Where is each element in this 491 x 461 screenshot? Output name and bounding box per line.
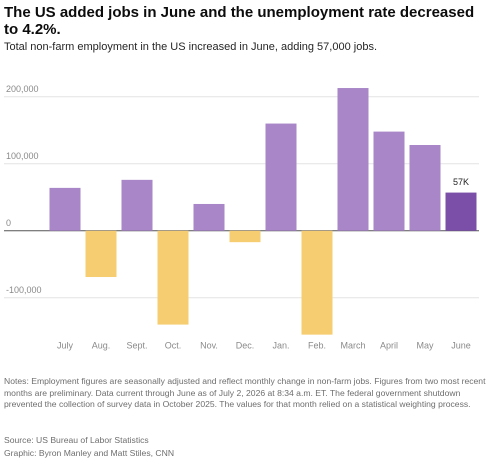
credit: Graphic: Byron Manley and Matt Stiles, C… xyxy=(4,448,175,458)
bar xyxy=(409,145,441,231)
x-tick-label: Nov. xyxy=(200,340,218,350)
x-tick-label: Feb. xyxy=(308,340,326,350)
bar xyxy=(193,203,225,231)
x-tick-label: Jan. xyxy=(272,340,289,350)
chart: -100,000 0 100,000 200,000 July Aug. Sept. Oct.… xyxy=(4,84,479,350)
bar xyxy=(337,88,369,231)
y-tick-label: 0 xyxy=(6,218,11,228)
x-tick-label: Aug. xyxy=(92,340,111,350)
x-tick-label: Sept. xyxy=(126,340,147,350)
bar xyxy=(229,230,261,243)
x-tick-label: March xyxy=(340,340,365,350)
bar xyxy=(85,230,117,278)
x-tick-label: June xyxy=(451,340,471,350)
bar xyxy=(157,230,189,325)
x-tick-label: April xyxy=(380,340,398,350)
notes: Notes: Employment figures are seasonally… xyxy=(4,376,486,409)
y-tick-label: 100,000 xyxy=(6,151,39,161)
bar xyxy=(445,192,477,231)
chart-title: The US added jobs in June and the unempl… xyxy=(4,4,475,38)
y-tick-label: 200,000 xyxy=(6,84,39,94)
x-tick-label: Oct. xyxy=(165,340,182,350)
bar xyxy=(121,179,153,231)
x-tick-label: July xyxy=(57,340,74,350)
chart-subtitle: Total non-farm employment in the US incr… xyxy=(4,41,377,53)
bar xyxy=(49,187,81,231)
bar xyxy=(265,123,297,231)
bar xyxy=(301,230,333,335)
x-tick-label: May xyxy=(416,340,434,350)
x-tick-label: Dec. xyxy=(236,340,255,350)
value-label: 57K xyxy=(453,177,469,187)
source: Source: US Bureau of Labor Statistics xyxy=(4,435,149,445)
y-tick-label: -100,000 xyxy=(6,285,42,295)
bar xyxy=(373,131,405,231)
